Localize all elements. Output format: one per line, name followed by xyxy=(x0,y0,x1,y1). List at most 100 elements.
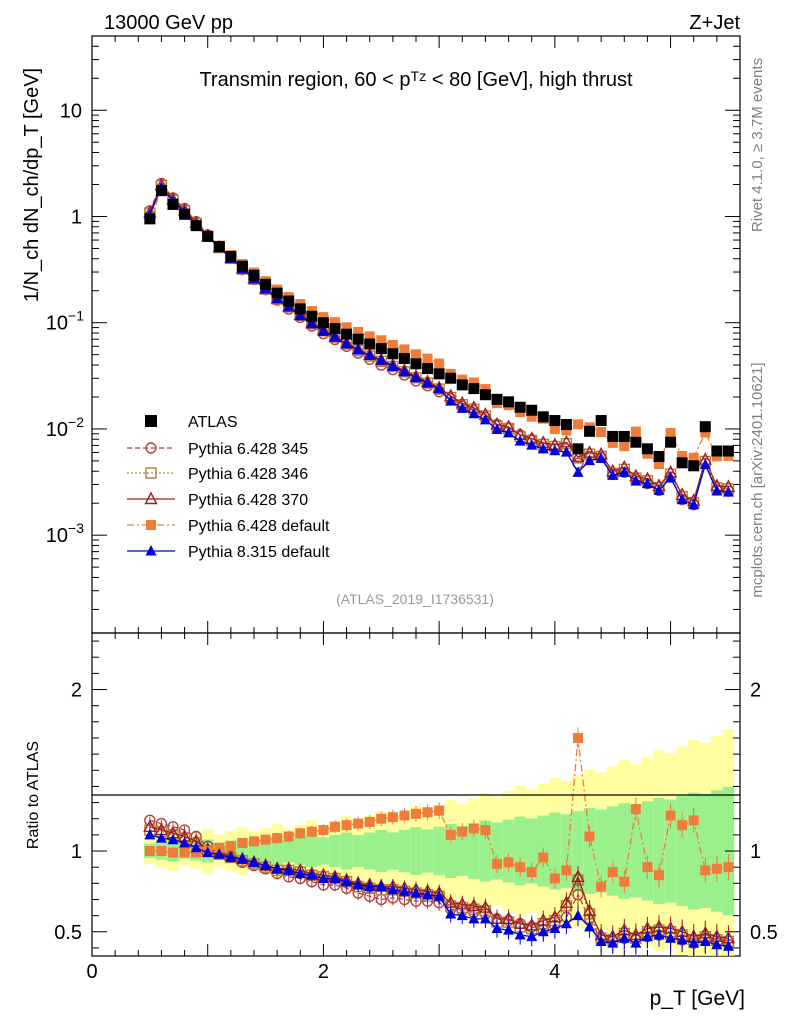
atlas-point xyxy=(306,310,318,322)
ratio-point xyxy=(294,867,306,879)
ratio-point xyxy=(434,805,445,816)
main-point xyxy=(329,331,341,342)
ratio-point xyxy=(364,816,375,827)
atlas-point xyxy=(665,436,677,448)
band-green xyxy=(572,811,584,891)
ratio-point xyxy=(318,825,329,836)
band-green xyxy=(421,829,434,873)
atlas-point xyxy=(283,295,295,307)
legend-marker xyxy=(145,415,157,427)
ratio-point xyxy=(468,912,480,924)
main-point xyxy=(665,472,677,483)
atlas-point xyxy=(537,411,549,423)
main-point xyxy=(503,426,515,438)
ratio-point xyxy=(653,929,665,940)
ratio-point xyxy=(723,862,734,873)
ratio-point xyxy=(249,836,259,847)
header-right: Z+Jet xyxy=(689,12,740,34)
y-tick-label: 1 xyxy=(71,206,82,228)
ratio-point xyxy=(688,937,700,948)
band-green xyxy=(468,823,480,879)
ratio-point xyxy=(560,917,572,929)
header-left: 13000 GeV pp xyxy=(104,12,233,34)
atlas-point xyxy=(526,404,538,416)
band-green xyxy=(687,792,700,910)
main-point xyxy=(607,469,619,480)
main-point xyxy=(526,439,538,450)
atlas-point xyxy=(155,185,167,197)
band-green xyxy=(525,818,538,884)
legend-marker xyxy=(145,442,157,454)
band-green xyxy=(676,796,688,906)
band-green xyxy=(340,832,353,870)
ratio-point xyxy=(711,863,722,874)
ratio-point xyxy=(398,885,410,896)
axis-ticks: 0 2 4 10−3 10−2 10−1 1 10 0.5 0.5 1 1 2 2 xyxy=(46,35,778,983)
ratio-line xyxy=(149,737,729,889)
ratio-point xyxy=(190,841,202,853)
atlas-point xyxy=(433,368,445,380)
atlas-point xyxy=(202,230,214,242)
ratio-point xyxy=(214,842,225,853)
band-green xyxy=(398,829,411,873)
ratio-point xyxy=(619,876,630,887)
ratio-point xyxy=(676,933,688,945)
main-point xyxy=(619,441,630,452)
ratio-point xyxy=(341,820,352,831)
atlas-point xyxy=(375,343,387,355)
ratio-point xyxy=(191,847,202,858)
ratio-point xyxy=(411,808,421,819)
ratio-tick-label-left: 1 xyxy=(71,841,82,863)
band-green xyxy=(502,819,515,883)
band-green xyxy=(306,834,318,868)
legend: ATLAS Pythia 6.428 345 Pythia 6.428 346 Pyt… xyxy=(127,414,330,561)
ratio-tick-label-right: 2 xyxy=(750,680,761,702)
ratio-point xyxy=(722,940,734,951)
legend-marker xyxy=(145,545,157,556)
ratio-point xyxy=(582,903,597,916)
main-point xyxy=(549,424,560,435)
atlas-point xyxy=(271,287,283,299)
band-green xyxy=(491,822,503,880)
main-point xyxy=(514,435,526,446)
ratio-tick-label-left: 2 xyxy=(71,680,82,702)
band-green xyxy=(259,838,272,864)
atlas-point xyxy=(213,241,225,253)
y-tick-label: 10−1 xyxy=(46,308,84,335)
atlas-point xyxy=(711,445,723,457)
ratio-point xyxy=(202,846,214,858)
main-point xyxy=(722,486,734,497)
atlas-point xyxy=(387,348,399,360)
main-point xyxy=(561,425,572,436)
main-point xyxy=(364,349,376,360)
y-tick-label: 10−3 xyxy=(46,520,84,547)
legend-label: Pythia 6.428 346 xyxy=(188,466,308,483)
atlas-point xyxy=(699,421,711,433)
atlas-point xyxy=(352,333,364,345)
atlas-point xyxy=(607,430,619,442)
x-tick-label: 4 xyxy=(549,961,560,983)
x-axis-label: p_T [GeV] xyxy=(650,987,745,1010)
ratio-point xyxy=(456,909,468,921)
ratio-point xyxy=(213,848,225,859)
band-green xyxy=(375,830,388,872)
band-green xyxy=(711,790,723,912)
main-point xyxy=(411,349,421,360)
ratio-point xyxy=(549,873,560,884)
mcplots-label: mcplots.cern.ch [arXiv:2401.10621] xyxy=(749,362,766,597)
atlas-point xyxy=(248,269,260,281)
ratio-point xyxy=(387,812,398,823)
legend-label: Pythia 8.315 default xyxy=(188,544,330,561)
main-point xyxy=(688,498,700,510)
atlas-point xyxy=(445,372,457,384)
band-green xyxy=(618,803,631,899)
ratio-point xyxy=(271,862,283,874)
main-point xyxy=(422,377,434,388)
atlas-point xyxy=(630,436,642,448)
ratio-point xyxy=(156,846,167,857)
ratio-point xyxy=(630,937,642,948)
main-point xyxy=(445,395,457,406)
main-point xyxy=(398,365,410,377)
band-green xyxy=(456,826,469,876)
ratio-point xyxy=(607,937,619,948)
